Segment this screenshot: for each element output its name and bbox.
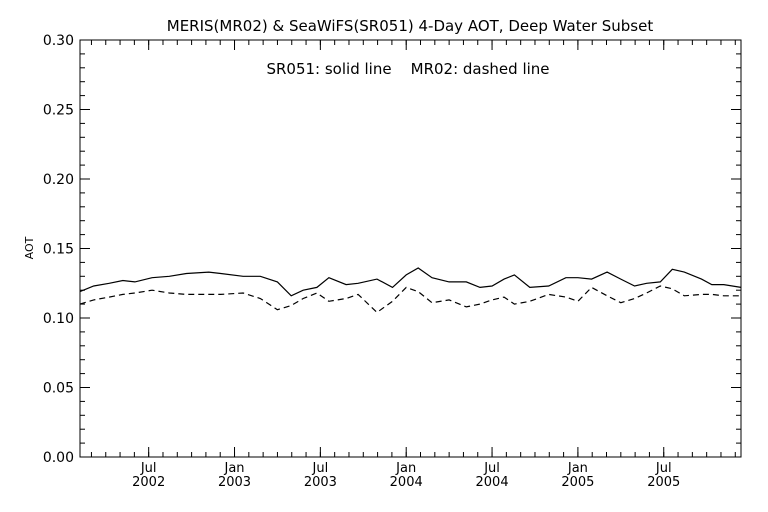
y-tick-label: 0.25	[43, 103, 74, 119]
chart-title: MERIS(MR02) & SeaWiFS(SR051) 4-Day AOT, …	[167, 17, 654, 35]
x-tick-month: Jul	[312, 461, 329, 476]
series-line-sr051	[79, 267, 742, 297]
y-tick-label: 0.20	[43, 172, 74, 188]
x-tick-month: Jan	[567, 461, 588, 476]
y-axis: 0.00 0.05 0.10 0.15 0.20 0.25 0.30	[43, 33, 741, 466]
x-tick-month: Jul	[483, 461, 500, 476]
plot-frame	[79, 39, 742, 458]
x-axis: Jul2002Jan2003Jul2003Jan2004Jul2004Jan20…	[90, 40, 736, 490]
y-tick-label: 0.05	[43, 381, 74, 397]
x-tick-year: 2005	[647, 475, 680, 490]
y-axis-label: AOT	[23, 236, 36, 259]
series-line-mr02	[79, 285, 741, 314]
x-tick-year: 2004	[390, 475, 423, 490]
x-tick-month: Jul	[655, 461, 672, 476]
y-tick-label: 0.10	[43, 311, 74, 327]
x-tick-month: Jul	[140, 461, 157, 476]
series-layer	[79, 267, 742, 314]
x-tick-year: 2004	[476, 475, 509, 490]
x-tick-year: 2003	[218, 475, 251, 490]
x-tick-year: 2005	[561, 475, 594, 490]
x-tick-month: Jan	[223, 461, 244, 476]
x-tick-year: 2002	[132, 475, 165, 490]
y-tick-label: 0.15	[43, 242, 74, 258]
x-tick-month: Jan	[395, 461, 416, 476]
y-tick-label: 0.30	[43, 33, 74, 49]
y-tick-label: 0.00	[43, 450, 74, 466]
legend-annotation: SR051: solid line MR02: dashed line	[266, 60, 549, 78]
x-tick-year: 2003	[304, 475, 337, 490]
